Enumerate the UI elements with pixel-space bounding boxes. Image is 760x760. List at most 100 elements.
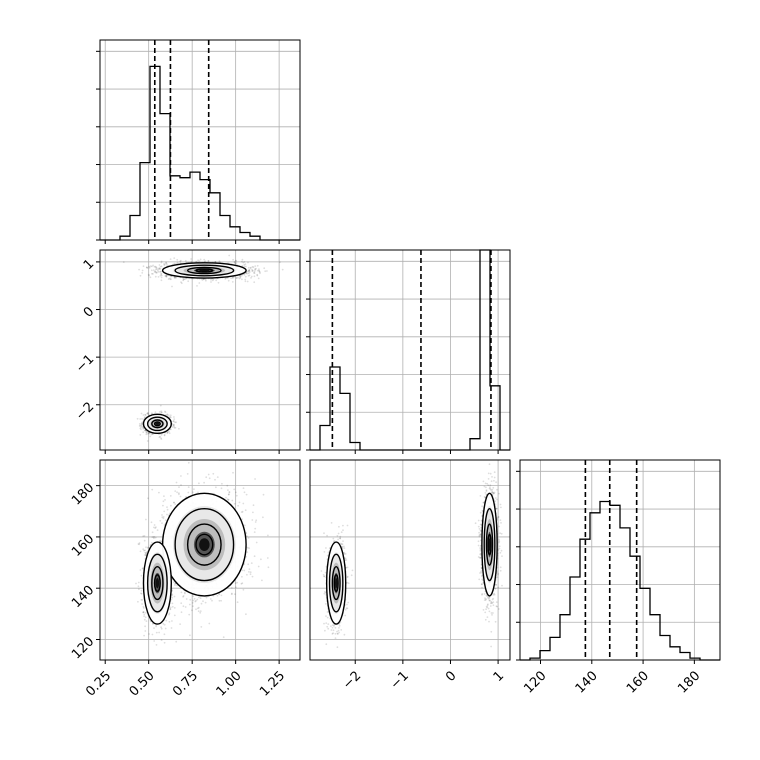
sample-point [195, 608, 197, 611]
sample-point [246, 551, 249, 553]
sample-point [172, 420, 175, 422]
sample-point [247, 270, 250, 273]
sample-point [142, 548, 145, 551]
sample-point [246, 280, 249, 283]
sample-point [178, 427, 180, 430]
sample-point [210, 278, 212, 281]
sample-point [196, 598, 199, 601]
sample-point [170, 416, 172, 419]
sample-point [226, 484, 229, 487]
sample-point [251, 270, 254, 272]
sample-point [168, 432, 171, 435]
sample-point [246, 573, 248, 576]
sample-point [143, 549, 145, 552]
sample-point [171, 285, 173, 288]
sample-point [170, 278, 172, 281]
sample-point [169, 258, 172, 260]
sample-point [147, 497, 149, 500]
sample-point [251, 269, 254, 272]
sample-point [254, 265, 257, 267]
sample-point [167, 431, 169, 433]
sample-point [237, 504, 240, 507]
sample-point [235, 494, 238, 497]
sample-point [212, 278, 215, 281]
sample-point [174, 584, 176, 586]
sample-point [180, 611, 183, 614]
sample-point [239, 275, 242, 278]
sample-point [179, 495, 182, 498]
sample-point [235, 262, 238, 265]
sample-point [154, 411, 157, 413]
sample-point [174, 426, 177, 429]
sample-point [173, 262, 176, 265]
sample-point [145, 431, 148, 434]
sample-point [238, 277, 241, 280]
sample-point [143, 618, 146, 621]
sample-point [227, 489, 229, 491]
sample-point [264, 270, 267, 273]
sample-point [235, 277, 238, 279]
sample-point [159, 540, 162, 542]
sample-point [251, 268, 253, 271]
sample-point [248, 274, 251, 277]
sample-point [245, 272, 248, 275]
sample-point [152, 264, 155, 267]
sample-point [187, 491, 190, 494]
sample-point [179, 623, 182, 625]
sample-point [242, 588, 245, 591]
sample-point [251, 265, 254, 268]
sample-point [139, 427, 142, 430]
sample-point [227, 498, 230, 501]
sample-point [153, 526, 155, 529]
sample-point [158, 436, 161, 439]
sample-point [140, 592, 142, 595]
joint-panel-1-3 [135, 460, 270, 646]
sample-point [173, 276, 176, 279]
sample-point [138, 543, 141, 546]
sample-point [142, 611, 145, 614]
sample-point [180, 591, 183, 594]
sample-point [153, 271, 156, 273]
sample-point [138, 425, 141, 427]
sample-point [158, 491, 160, 494]
sample-point [244, 280, 247, 283]
sample-point [230, 593, 233, 596]
sample-point [173, 501, 175, 504]
sample-point [189, 634, 191, 637]
sample-point [175, 421, 178, 424]
sample-point [160, 270, 162, 273]
sample-point [151, 536, 154, 538]
sample-point [192, 595, 195, 598]
sample-point [228, 491, 231, 493]
sample-point [233, 261, 236, 263]
sample-point [151, 633, 154, 636]
sample-point [243, 274, 246, 276]
sample-point [281, 268, 284, 271]
sample-point [243, 569, 246, 572]
sample-point [227, 279, 230, 282]
sample-point [184, 259, 187, 262]
sample-point [168, 277, 171, 280]
sample-point [139, 550, 142, 553]
sample-point [203, 258, 206, 261]
sample-point [172, 424, 175, 426]
sample-point [171, 426, 174, 428]
sample-point [230, 587, 233, 589]
sample-point [171, 593, 174, 596]
sample-point [147, 413, 150, 415]
sample-point [235, 259, 238, 262]
sample-point [198, 482, 200, 485]
sample-point [172, 424, 175, 427]
sample-point [173, 257, 176, 259]
sample-point [166, 506, 168, 508]
sample-point [163, 434, 166, 437]
sample-point [218, 599, 221, 602]
sample-point [146, 440, 149, 442]
sample-point [160, 437, 162, 439]
histogram-2 [310, 249, 510, 451]
sample-point [140, 422, 143, 425]
sample-point [168, 613, 170, 616]
sample-point [162, 622, 165, 625]
sample-point [160, 261, 163, 264]
